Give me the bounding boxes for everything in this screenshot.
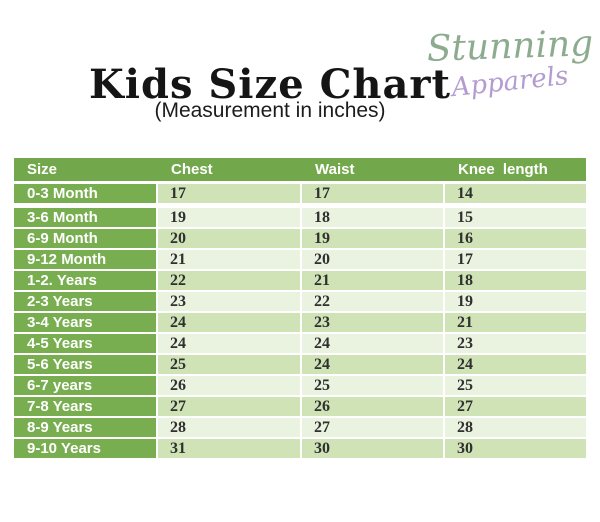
value-cell: 15 (445, 208, 586, 227)
size-table-body: 0-3 Month 17 17 14 3-6 Month 19 18 15 6-9 Month 2… (14, 184, 586, 458)
brand-logo: Stunning Apparels (424, 23, 596, 103)
value-cell: 25 (302, 376, 443, 395)
value-cell: 18 (445, 271, 586, 290)
value-cell: 25 (158, 355, 300, 374)
value-cell: 25 (445, 376, 586, 395)
value-cell: 28 (445, 418, 586, 437)
table-row: 3-4 Years 24 23 21 (14, 313, 586, 332)
size-label-cell: 2-3 Years (14, 292, 156, 311)
value-cell: 22 (158, 271, 300, 290)
value-cell: 26 (158, 376, 300, 395)
page-subtitle: (Measurement in inches) (154, 99, 386, 122)
size-label-cell: 3-6 Month (14, 208, 156, 227)
table-row: 2-3 Years 23 22 19 (14, 292, 586, 311)
value-cell: 27 (302, 418, 443, 437)
value-cell: 21 (445, 313, 586, 332)
value-cell: 16 (445, 229, 586, 248)
value-cell: 14 (445, 184, 586, 203)
value-cell: 19 (445, 292, 586, 311)
size-label-cell: 3-4 Years (14, 313, 156, 332)
size-label-cell: 5-6 Years (14, 355, 156, 374)
value-cell: 28 (158, 418, 300, 437)
table-row: 9-10 Years 31 30 30 (14, 439, 586, 458)
value-cell: 21 (158, 250, 300, 269)
value-cell: 24 (302, 334, 443, 353)
value-cell: 17 (302, 184, 443, 203)
table-row: 5-6 Years 25 24 24 (14, 355, 586, 374)
value-cell: 24 (158, 313, 300, 332)
size-label-cell: 7-8 Years (14, 397, 156, 416)
value-cell: 27 (158, 397, 300, 416)
value-cell: 22 (302, 292, 443, 311)
value-cell: 20 (158, 229, 300, 248)
size-label-cell: 9-10 Years (14, 439, 156, 458)
column-header-chest: Chest (171, 161, 213, 178)
table-row: 4-5 Years 24 24 23 (14, 334, 586, 353)
size-label-cell: 6-7 years (14, 376, 156, 395)
column-header-knee-length: Knee length (458, 161, 548, 178)
value-cell: 23 (158, 292, 300, 311)
size-label-cell: 8-9 Years (14, 418, 156, 437)
size-label-cell: 4-5 Years (14, 334, 156, 353)
value-cell: 30 (445, 439, 586, 458)
table-row: 6-7 years 26 25 25 (14, 376, 586, 395)
table-row: 1-2. Years 22 21 18 (14, 271, 586, 290)
table-row: 3-6 Month 19 18 15 (14, 208, 586, 227)
value-cell: 21 (302, 271, 443, 290)
column-header-size: Size (27, 161, 58, 178)
size-chart-table: Size Chest Waist Knee length 0-3 Month 17… (14, 158, 586, 458)
page-title: Kids Size Chart (89, 60, 451, 108)
value-cell: 19 (158, 208, 300, 227)
table-row: 6-9 Month 20 19 16 (14, 229, 586, 248)
value-cell: 20 (302, 250, 443, 269)
value-cell: 24 (158, 334, 300, 353)
column-header-waist: Waist (315, 161, 355, 178)
value-cell: 19 (302, 229, 443, 248)
value-cell: 18 (302, 208, 443, 227)
size-label-cell: 6-9 Month (14, 229, 156, 248)
size-label-cell: 9-12 Month (14, 250, 156, 269)
value-cell: 23 (445, 334, 586, 353)
value-cell: 23 (302, 313, 443, 332)
value-cell: 26 (302, 397, 443, 416)
table-row: 9-12 Month 21 20 17 (14, 250, 586, 269)
table-row: 0-3 Month 17 17 14 (14, 184, 586, 203)
value-cell: 27 (445, 397, 586, 416)
table-header-row: Size Chest Waist Knee length (14, 158, 586, 181)
table-row: 8-9 Years 28 27 28 (14, 418, 586, 437)
value-cell: 31 (158, 439, 300, 458)
value-cell: 24 (302, 355, 443, 374)
value-cell: 30 (302, 439, 443, 458)
table-row: 7-8 Years 27 26 27 (14, 397, 586, 416)
value-cell: 17 (445, 250, 586, 269)
size-label-cell: 0-3 Month (14, 184, 156, 203)
value-cell: 24 (445, 355, 586, 374)
size-label-cell: 1-2. Years (14, 271, 156, 290)
value-cell: 17 (158, 184, 300, 203)
